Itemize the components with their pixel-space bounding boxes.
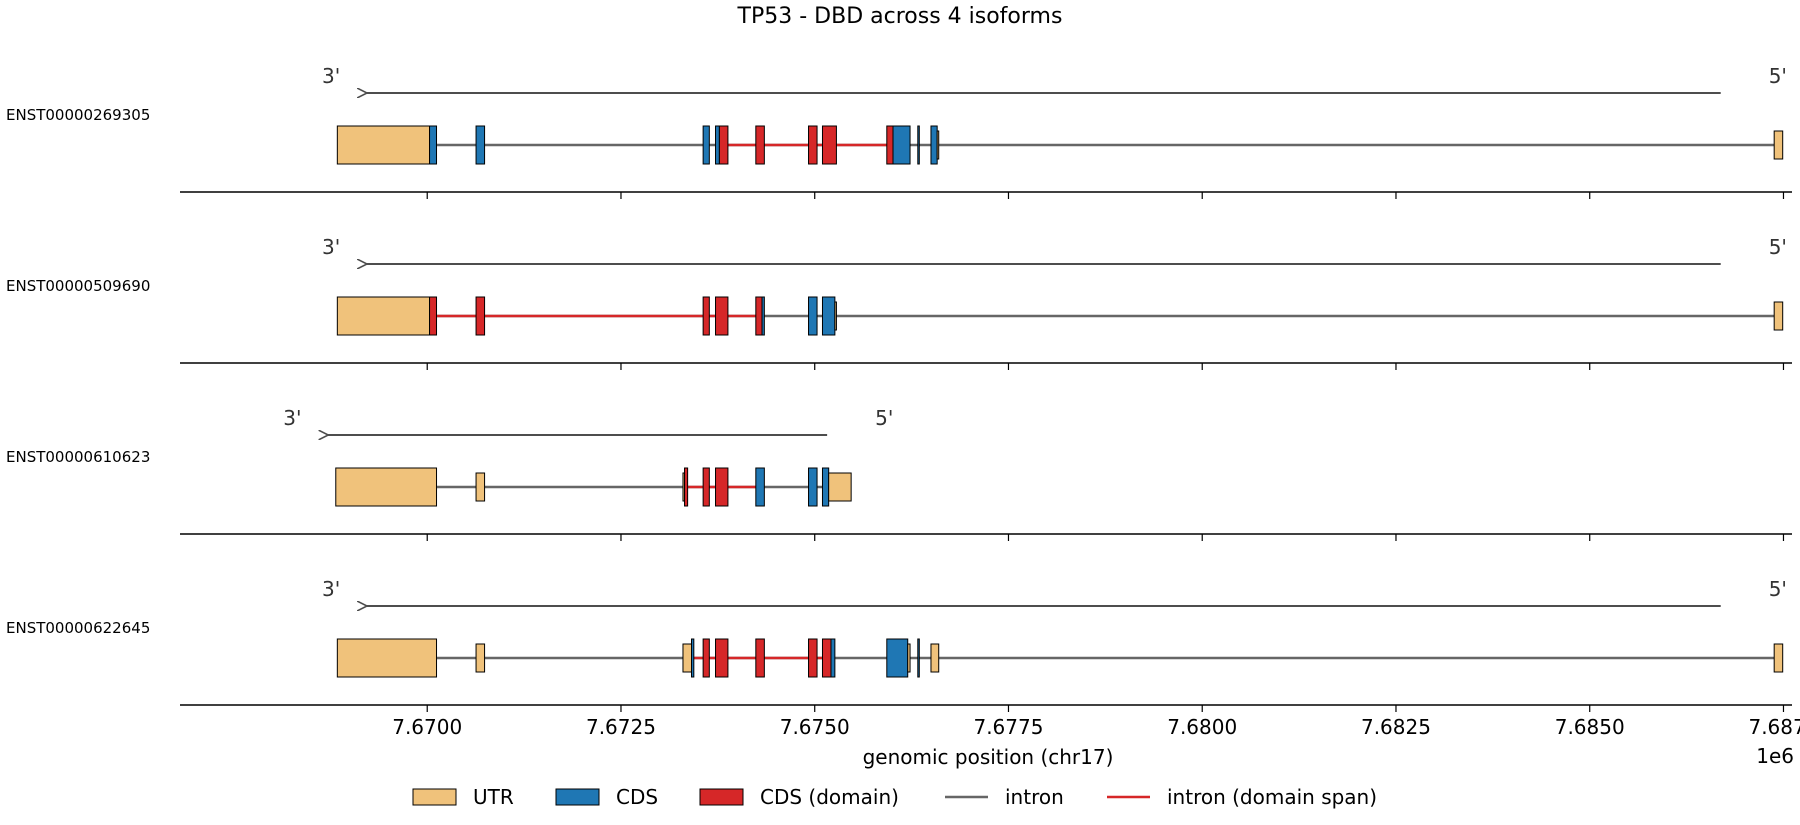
cds-domain-exon bbox=[755, 638, 765, 678]
utr-exon bbox=[828, 472, 852, 502]
x-tick-label: 7.6850 bbox=[1555, 715, 1625, 739]
cds-domain-exon bbox=[715, 467, 729, 507]
x-tick-label: 7.6700 bbox=[392, 715, 462, 739]
legend-item: UTR bbox=[412, 785, 514, 809]
x-tick-label: 7.6875 bbox=[1748, 715, 1800, 739]
cds-domain-exon bbox=[808, 638, 818, 678]
cds-exon bbox=[830, 638, 836, 678]
x-tick-label: 7.6750 bbox=[780, 715, 850, 739]
cds-domain-exon bbox=[808, 125, 818, 165]
cds-exon bbox=[892, 125, 911, 165]
utr-exon bbox=[907, 643, 911, 673]
cds-domain-exon bbox=[702, 296, 710, 336]
cds-exon bbox=[808, 296, 818, 336]
cds-exon bbox=[886, 638, 909, 678]
utr-exon bbox=[335, 467, 438, 507]
isoform-panel: ENST00000269305 3' 5' bbox=[6, 64, 1792, 199]
cds-domain-exon bbox=[715, 296, 729, 336]
cds-domain-exon bbox=[684, 467, 689, 507]
cds-exon bbox=[808, 467, 818, 507]
utr-exon bbox=[834, 301, 837, 331]
cds-domain-exon bbox=[821, 125, 837, 165]
utr-exon bbox=[936, 130, 940, 160]
x-tick-label: 7.6725 bbox=[586, 715, 656, 739]
legend-swatch bbox=[555, 788, 600, 806]
isoform-label: ENST00000622645 bbox=[6, 619, 150, 637]
isoform-label: ENST00000269305 bbox=[6, 106, 150, 124]
utr-exon bbox=[1773, 643, 1784, 673]
three-prime-label: 3' bbox=[322, 577, 340, 601]
five-prime-label: 5' bbox=[1769, 64, 1787, 88]
cds-domain-exon bbox=[702, 638, 710, 678]
cds-exon bbox=[691, 638, 695, 678]
cds-exon bbox=[761, 296, 765, 336]
cds-domain-exon bbox=[475, 296, 486, 336]
isoform-panel: ENST00000610623 3' 5' bbox=[6, 406, 1792, 541]
legend-label: intron (domain span) bbox=[1167, 785, 1377, 809]
isoform-panel: ENST00000622645 3' 5' bbox=[6, 577, 1792, 712]
utr-exon bbox=[336, 638, 438, 678]
five-prime-label: 5' bbox=[1769, 577, 1787, 601]
legend-label: UTR bbox=[473, 785, 514, 809]
utr-exon bbox=[1773, 301, 1784, 331]
legend-swatch bbox=[699, 788, 744, 806]
utr-exon bbox=[475, 472, 486, 502]
cds-exon bbox=[429, 125, 438, 165]
cds-exon bbox=[755, 467, 765, 507]
utr-exon bbox=[1773, 130, 1784, 160]
x-tick-label: 7.6775 bbox=[973, 715, 1043, 739]
legend-label: CDS bbox=[616, 785, 658, 809]
x-axis: 7.6700 7.6725 7.6750 7.6775 7.6800 7.6825 7.68… bbox=[392, 715, 1800, 739]
x-axis-label: genomic position (chr17) bbox=[863, 745, 1114, 769]
utr-exon bbox=[475, 643, 486, 673]
cds-exon bbox=[475, 125, 486, 165]
legend-item: intron (domain span) bbox=[1107, 785, 1377, 809]
cds-domain-exon bbox=[715, 638, 729, 678]
isoform-label: ENST00000509690 bbox=[6, 277, 150, 295]
legend-label: CDS (domain) bbox=[760, 785, 899, 809]
cds-exon bbox=[821, 467, 830, 507]
utr-exon bbox=[336, 125, 431, 165]
isoform-panel: ENST00000509690 3' 5' bbox=[6, 235, 1792, 370]
cds-exon bbox=[821, 296, 836, 336]
x-tick-label: 7.6825 bbox=[1361, 715, 1431, 739]
three-prime-label: 3' bbox=[322, 235, 340, 259]
legend-swatch bbox=[412, 788, 457, 806]
legend-item: CDS (domain) bbox=[699, 785, 899, 809]
x-tick-label: 7.6800 bbox=[1167, 715, 1237, 739]
legend-item: intron bbox=[945, 785, 1064, 809]
five-prime-label: 5' bbox=[875, 406, 893, 430]
cds-exon bbox=[715, 125, 720, 165]
cds-domain-exon bbox=[886, 125, 894, 165]
chart-title: TP53 - DBD across 4 isoforms bbox=[737, 4, 1063, 29]
legend-label: intron bbox=[1005, 785, 1064, 809]
cds-exon bbox=[702, 125, 710, 165]
utr-exon bbox=[682, 643, 692, 673]
legend-item: CDS bbox=[555, 785, 658, 809]
utr-exon bbox=[930, 643, 940, 673]
cds-domain-exon bbox=[718, 125, 729, 165]
utr-exon bbox=[336, 296, 431, 336]
cds-domain-exon bbox=[702, 467, 710, 507]
cds-domain-exon bbox=[755, 125, 765, 165]
legend: UTR CDS CDS (domain) intron intron (domain s… bbox=[412, 785, 1377, 809]
cds-exon bbox=[917, 125, 920, 165]
cds-domain-exon bbox=[821, 638, 832, 678]
three-prime-label: 3' bbox=[283, 406, 301, 430]
cds-domain-exon bbox=[755, 296, 763, 336]
three-prime-label: 3' bbox=[322, 64, 340, 88]
five-prime-label: 5' bbox=[1769, 235, 1787, 259]
isoform-label: ENST00000610623 bbox=[6, 448, 150, 466]
cds-exon bbox=[917, 638, 920, 678]
cds-domain-exon bbox=[429, 296, 438, 336]
x-axis-offset-label: 1e6 bbox=[1756, 744, 1794, 768]
cds-exon bbox=[930, 125, 938, 165]
